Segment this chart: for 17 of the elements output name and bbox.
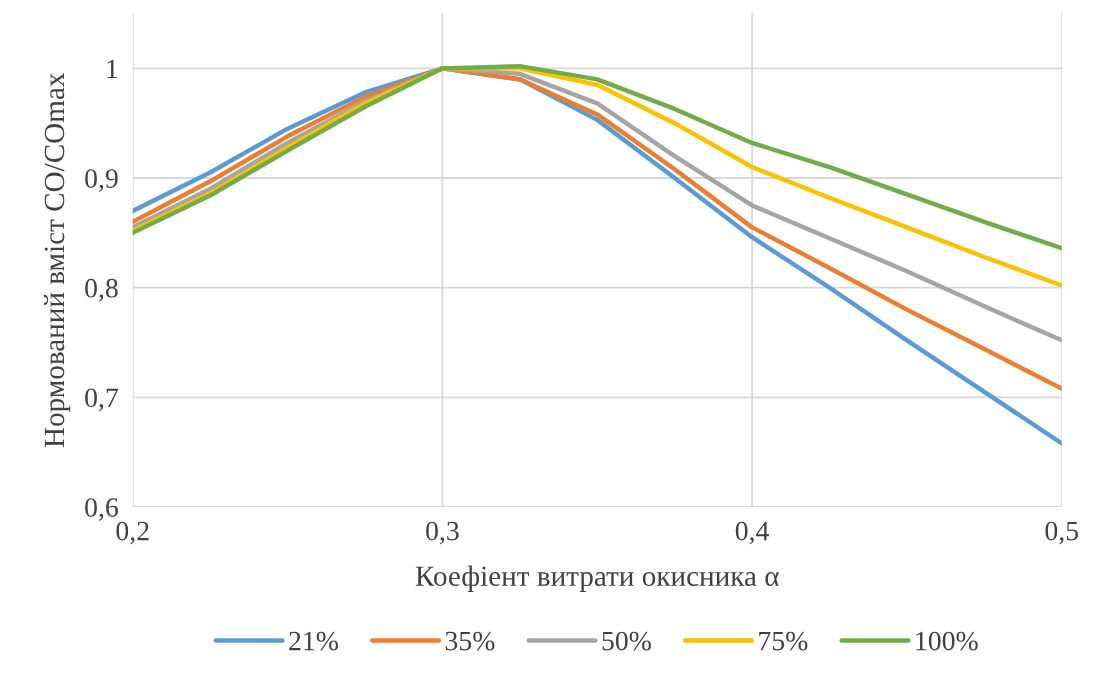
y-axis-title: Нормований вміст CO/COmax (44, 72, 71, 448)
y-tick-label: 0,8 (85, 278, 118, 302)
legend-label: 75% (759, 631, 808, 651)
y-tick-label: 0,6 (85, 498, 118, 521)
x-tick-label: 0,3 (426, 521, 459, 545)
y-tick-label: 1 (107, 59, 118, 78)
x-axis-title: Коефіент витрати окисника α (415, 565, 779, 592)
x-tick-label: 0,4 (735, 521, 770, 545)
x-tick-label: 0,2 (116, 521, 149, 545)
y-tick-label: 0,9 (85, 169, 118, 192)
y-tick-label: 0,7 (85, 388, 119, 412)
legend-label: 100% (916, 631, 978, 651)
legend-label: 21% (289, 631, 338, 651)
legend-label: 50% (602, 631, 651, 651)
x-tick-label: 0,5 (1045, 521, 1079, 545)
legend-label: 35% (445, 631, 495, 651)
line-series (132, 63, 1062, 251)
